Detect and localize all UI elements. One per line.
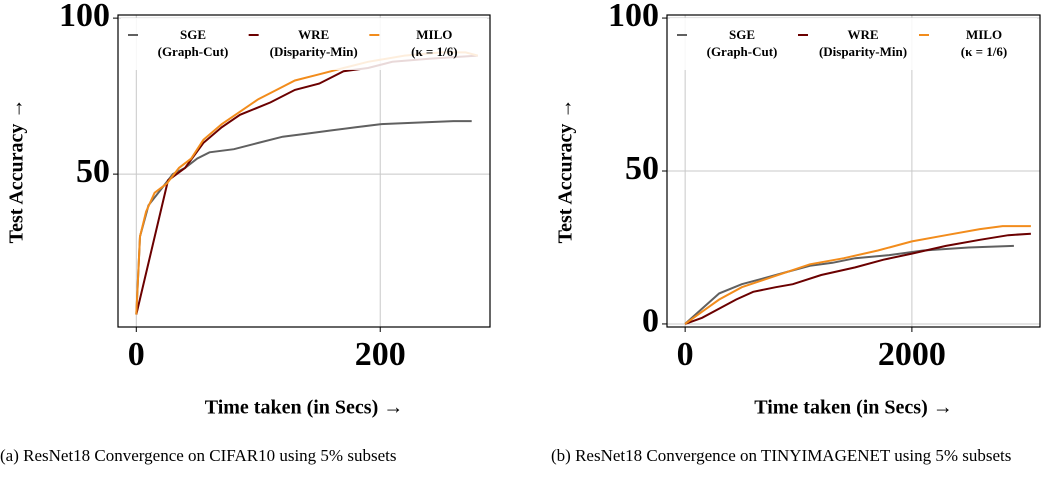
legend-label: MILO (416, 27, 452, 42)
y-tick-label: 50 (625, 150, 659, 187)
y-axis-label: Test Accuracy → (555, 99, 577, 244)
legend-box (121, 18, 487, 70)
y-tick-label: 50 (76, 153, 110, 190)
line-series (135, 51, 479, 315)
legend-note: (κ = 1/6) (961, 44, 1007, 59)
line-series (135, 120, 472, 315)
line-series (684, 225, 1031, 325)
chart: 0 200 50 100 Time taken (in Secs) → Test Accu… (6, 0, 1041, 419)
legend-box (670, 18, 1037, 70)
x-axis-label: Time taken (in Secs) → (754, 397, 953, 419)
legend-note: (Graph-Cut) (158, 44, 229, 59)
y-tick-label: 0 (642, 303, 659, 340)
x-tick-label: 0 (677, 336, 694, 373)
legend-note: (Disparity-Min) (819, 44, 907, 59)
legend-label: MILO (966, 27, 1002, 42)
x-tick-label: 200 (355, 336, 406, 373)
y-tick-label: 100 (608, 0, 659, 34)
legend-note: (κ = 1/6) (411, 44, 457, 59)
plot-frame (666, 14, 1041, 328)
x-tick-label: 0 (128, 336, 145, 373)
y-axis-label: Test Accuracy → (6, 99, 28, 244)
legend-label: WRE (847, 27, 878, 42)
x-axis-label: Time taken (in Secs) → (205, 397, 404, 419)
legend-note: (Disparity-Min) (270, 44, 358, 59)
caption: (a) ResNet18 Convergence on CIFAR10 usin… (0, 446, 397, 465)
legend-label: SGE (729, 27, 755, 42)
x-tick-label: 2000 (878, 336, 946, 373)
plot-frame (117, 14, 491, 328)
y-tick-label: 100 (59, 0, 110, 34)
legend-label: SGE (180, 27, 206, 42)
caption: (b) ResNet18 Convergence on TINYIMAGENET… (551, 446, 1012, 465)
legend-note: (Graph-Cut) (707, 44, 778, 59)
line-series (135, 54, 478, 315)
legend-label: WRE (298, 27, 329, 42)
line-series (684, 232, 1031, 325)
